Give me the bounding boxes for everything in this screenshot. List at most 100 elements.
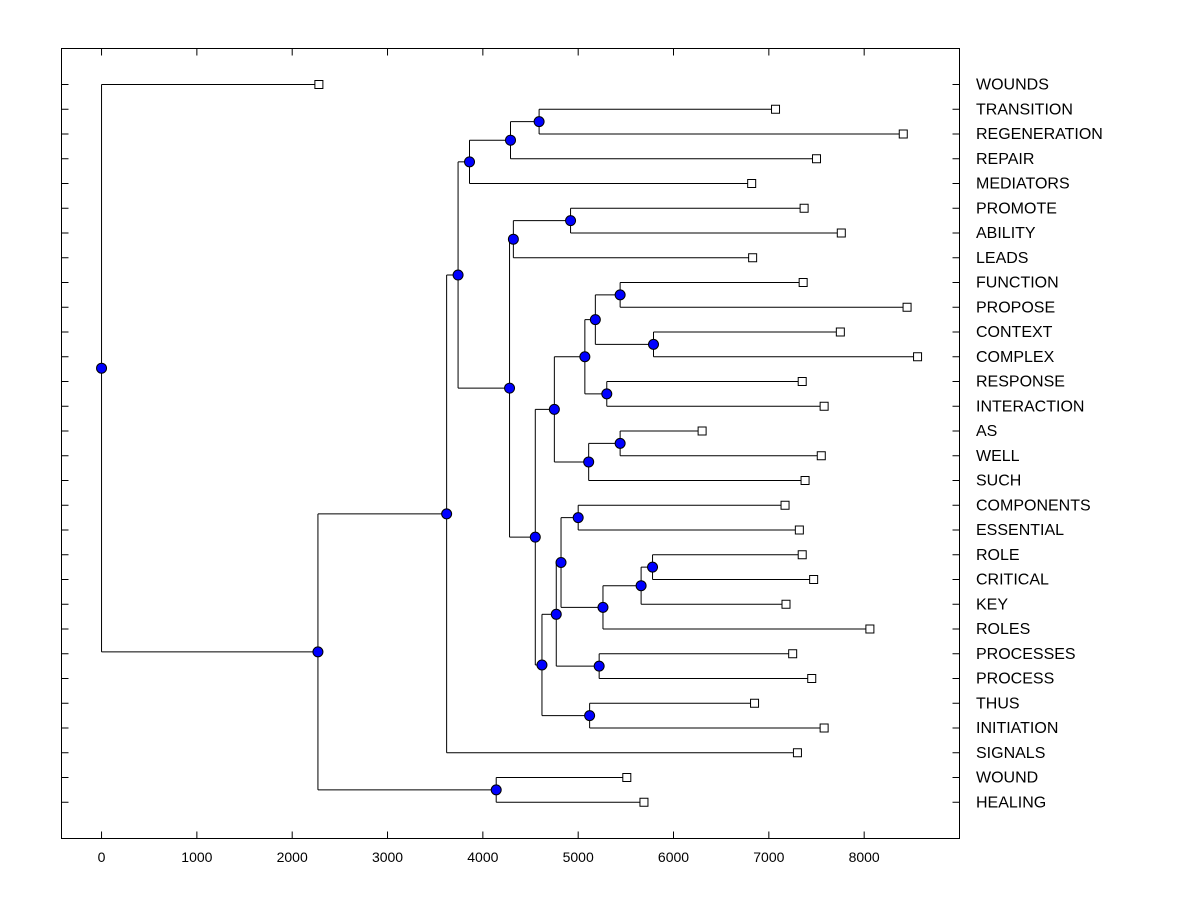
x-tick-label: 0 — [98, 849, 106, 865]
dendrogram-branches — [101, 84, 918, 803]
leaf-markers — [314, 80, 923, 807]
merge-node-marker — [312, 646, 324, 658]
leaf-label: INTERACTION — [976, 398, 1084, 415]
leaf-marker — [797, 377, 807, 386]
merge-node-marker — [593, 660, 605, 672]
merge-node-marker — [601, 388, 613, 400]
leaf-marker — [819, 401, 829, 411]
merge-node-marker — [490, 784, 502, 796]
leaf-marker — [794, 525, 804, 535]
leaf-label: WOUNDS — [976, 77, 1049, 94]
leaf-marker — [800, 476, 810, 485]
leaf-label: PROMOTE — [976, 200, 1057, 217]
leaf-marker — [816, 451, 826, 461]
leaf-marker — [781, 599, 791, 609]
x-tick-label: 4000 — [467, 849, 498, 865]
leaf-marker — [750, 698, 760, 708]
leaf-label: COMPLEX — [976, 349, 1055, 366]
leaf-label: AS — [976, 423, 997, 440]
leaf-marker — [622, 773, 632, 782]
merge-node-marker — [614, 437, 626, 449]
leaf-marker — [798, 278, 808, 287]
leaf-label: INITIATION — [976, 720, 1058, 737]
merge-node-marker — [550, 608, 562, 620]
leaf-label: COMPONENTS — [976, 497, 1091, 514]
merge-node-marker — [533, 116, 545, 128]
leaf-marker — [639, 797, 649, 807]
merge-node-marker — [529, 531, 541, 543]
leaf-label: HEALING — [976, 794, 1046, 811]
merge-node-marker — [635, 580, 647, 592]
merge-node-marker — [441, 508, 453, 520]
leaf-label: REGENERATION — [976, 126, 1103, 143]
leaf-label: PROCESSES — [976, 646, 1076, 663]
leaf-label: KEY — [976, 596, 1008, 613]
leaf-marker — [807, 674, 817, 683]
leaf-marker — [799, 203, 809, 213]
y-tick-marks — [61, 84, 960, 803]
leaf-marker — [748, 253, 758, 263]
leaf-label: PROPOSE — [976, 299, 1055, 316]
leaf-label: FUNCTION — [976, 275, 1059, 292]
x-axis: 0 1000 2000 3000 4000 5000 6000 7000 8000 — [98, 48, 880, 865]
merge-node-marker — [464, 156, 476, 168]
leaf-label: WELL — [976, 448, 1020, 465]
merge-node-marker — [589, 314, 601, 326]
merge-node-marker — [597, 601, 609, 613]
leaf-marker — [902, 302, 912, 312]
merge-node-markers — [96, 116, 659, 796]
leaf-label: SUCH — [976, 473, 1021, 490]
merge-node-marker — [583, 456, 595, 468]
leaf-marker — [913, 352, 923, 362]
leaf-label: RESPONSE — [976, 374, 1065, 391]
leaf-label: PROCESS — [976, 671, 1054, 688]
x-tick-label: 5000 — [563, 849, 594, 865]
merge-node-marker — [579, 351, 591, 363]
leaf-label: MEDIATORS — [976, 176, 1070, 193]
leaf-marker — [836, 228, 846, 238]
leaf-label: ESSENTIAL — [976, 522, 1064, 539]
x-tick-label: 8000 — [849, 849, 880, 865]
merge-node-marker — [452, 269, 464, 281]
leaf-label: CONTEXT — [976, 324, 1053, 341]
leaf-marker — [819, 723, 829, 733]
leaf-labels: WOUNDS TRANSITION REGENERATION REPAIR MEDIAT… — [976, 77, 1103, 812]
merge-node-marker — [504, 382, 516, 394]
merge-node-marker — [555, 556, 567, 568]
leaf-label: SIGNALS — [976, 745, 1045, 762]
x-tick-label: 3000 — [372, 849, 403, 865]
leaf-marker — [771, 104, 781, 114]
leaf-marker — [697, 426, 707, 436]
leaf-marker — [747, 179, 757, 188]
leaf-marker — [788, 649, 798, 659]
leaf-label: LEADS — [976, 250, 1028, 267]
leaf-marker — [898, 129, 908, 139]
leaf-marker — [797, 550, 807, 560]
leaf-marker — [792, 748, 802, 758]
leaf-marker — [809, 575, 819, 584]
plot-frame — [61, 48, 960, 839]
leaf-label: TRANSITION — [976, 101, 1073, 118]
leaf-label: ROLES — [976, 621, 1030, 638]
merge-node-marker — [507, 233, 519, 245]
x-tick-label: 6000 — [658, 849, 689, 865]
leaf-label: THUS — [976, 695, 1020, 712]
merge-node-marker — [572, 512, 584, 524]
merge-node-marker — [647, 561, 659, 573]
leaf-label: WOUND — [976, 770, 1038, 787]
leaf-label: REPAIR — [976, 151, 1034, 168]
leaf-label: ROLE — [976, 547, 1020, 564]
leaf-marker — [835, 327, 845, 337]
merge-node-marker — [647, 338, 659, 350]
leaf-label: CRITICAL — [976, 572, 1049, 589]
leaf-marker — [314, 80, 324, 89]
merge-node-marker — [565, 215, 577, 227]
x-tick-label: 1000 — [181, 849, 212, 865]
leaf-marker — [812, 154, 822, 164]
x-tick-label: 2000 — [277, 849, 308, 865]
leaf-marker — [780, 500, 790, 510]
merge-node-marker — [505, 134, 516, 146]
merge-node-marker — [548, 403, 560, 415]
merge-node-marker — [614, 289, 626, 301]
merge-node-marker — [96, 362, 108, 374]
